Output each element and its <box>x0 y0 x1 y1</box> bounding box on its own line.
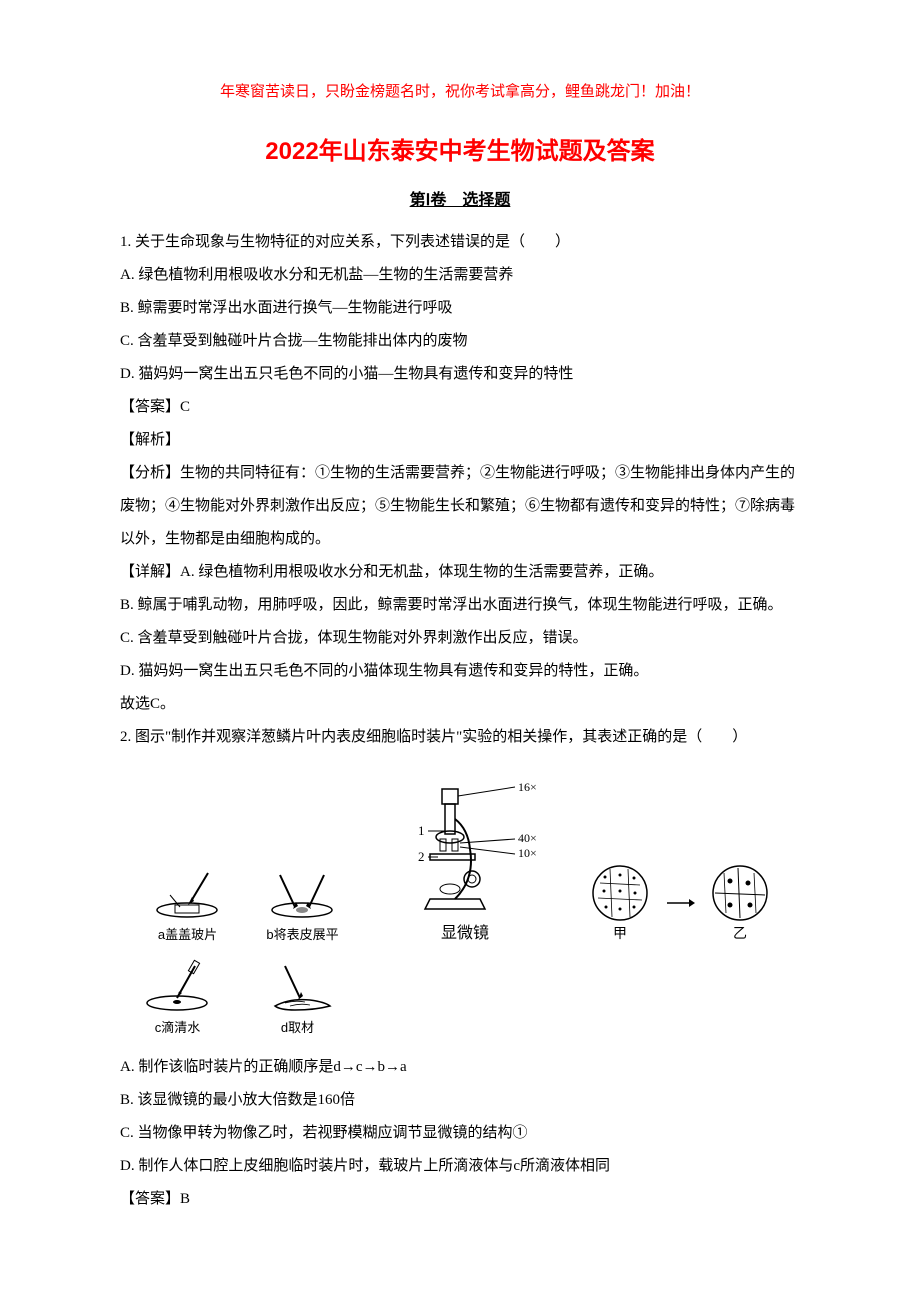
q1-analysis-intro: 【分析】生物的共同特征有：①生物的生活需要营养；②生物能进行呼吸；③生物能排出身… <box>120 457 800 556</box>
q1-option-d: D. 猫妈妈一窝生出五只毛色不同的小猫—生物具有遗传和变异的特性 <box>120 358 800 391</box>
q1-option-c: C. 含羞草受到触碰叶片合拢—生物能排出体内的废物 <box>120 325 800 358</box>
q1-detail-a: 【详解】A. 绿色植物利用根吸收水分和无机盐，体现生物的生活需要营养，正确。 <box>120 556 800 589</box>
figure-c: c滴清水 <box>140 958 215 1036</box>
q2-option-d: D. 制作人体口腔上皮细胞临时装片时，载玻片上所滴液体与c所滴液体相同 <box>120 1150 800 1183</box>
figure-row-1: a盖盖玻片 b将表皮展平 <box>120 769 800 943</box>
mag-10x-label: 10× <box>518 846 537 860</box>
figure-row-2: c滴清水 d取材 <box>120 958 800 1036</box>
q1-analysis-label: 【解析】 <box>120 424 800 457</box>
q2-option-a: A. 制作该临时装片的正确顺序是d→c→b→a <box>120 1051 800 1084</box>
microscope-icon: 16× 40× 10× 1 2 <box>380 769 550 919</box>
figure-cells: 甲 乙 <box>590 863 770 943</box>
q1-detail-b: B. 鲸属于哺乳动物，用肺呼吸，因此，鲸需要时常浮出水面进行换气，体现生物能进行… <box>120 589 800 622</box>
figure-b-label: b将表皮展平 <box>266 924 338 943</box>
figure-c-label: c滴清水 <box>155 1017 201 1036</box>
q2-answer: 【答案】B <box>120 1183 800 1216</box>
figure-b: b将表皮展平 <box>265 865 340 943</box>
mag-40x-label: 40× <box>518 831 537 845</box>
mag-16x-label: 16× <box>518 780 537 794</box>
cell-yi-label: 乙 <box>733 923 747 943</box>
motivational-header: 年寒窗苦读日，只盼金榜题名时，祝你考试拿高分，鲤鱼跳龙门！加油！ <box>120 80 800 101</box>
q2-option-b: B. 该显微镜的最小放大倍数是160倍 <box>120 1084 800 1117</box>
arrow-icon <box>665 893 695 913</box>
cell-jia-icon <box>590 863 650 923</box>
figure-d-label: d取材 <box>281 1017 314 1036</box>
drop-water-icon <box>140 958 215 1013</box>
figure-a-label: a盖盖玻片 <box>158 924 217 943</box>
q2-option-c: C. 当物像甲转为物像乙时，若视野模糊应调节显微镜的结构① <box>120 1117 800 1150</box>
take-material-icon <box>255 958 340 1013</box>
section-title: 第Ⅰ卷 选择题 <box>120 186 800 210</box>
q2-stem: 2. 图示"制作并观察洋葱鳞片叶内表皮细胞临时装片"实验的相关操作，其表述正确的… <box>120 721 800 754</box>
figure-microscope-label: 显微镜 <box>441 919 489 943</box>
q1-option-b: B. 鲸需要时常浮出水面进行换气—生物能进行呼吸 <box>120 292 800 325</box>
q1-option-a: A. 绿色植物利用根吸收水分和无机盐—生物的生活需要营养 <box>120 259 800 292</box>
q1-conclusion: 故选C。 <box>120 688 800 721</box>
cover-slip-icon <box>150 865 225 920</box>
label-2: 2 <box>418 849 425 864</box>
q1-stem: 1. 关于生命现象与生物特征的对应关系，下列表述错误的是（ ） <box>120 226 800 259</box>
label-1: 1 <box>418 823 425 838</box>
figure-a: a盖盖玻片 <box>150 865 225 943</box>
exam-title: 2022年山东泰安中考生物试题及答案 <box>120 131 800 166</box>
q1-answer: 【答案】C <box>120 391 800 424</box>
spread-epidermis-icon <box>265 865 340 920</box>
q1-detail-d: D. 猫妈妈一窝生出五只毛色不同的小猫体现生物具有遗传和变异的特性，正确。 <box>120 655 800 688</box>
cell-jia-label: 甲 <box>613 923 627 943</box>
cell-yi-icon <box>710 863 770 923</box>
figure-microscope: 16× 40× 10× 1 2 显微镜 <box>380 769 550 943</box>
figure-d: d取材 <box>255 958 340 1036</box>
q1-detail-c: C. 含羞草受到触碰叶片合拢，体现生物能对外界刺激作出反应，错误。 <box>120 622 800 655</box>
